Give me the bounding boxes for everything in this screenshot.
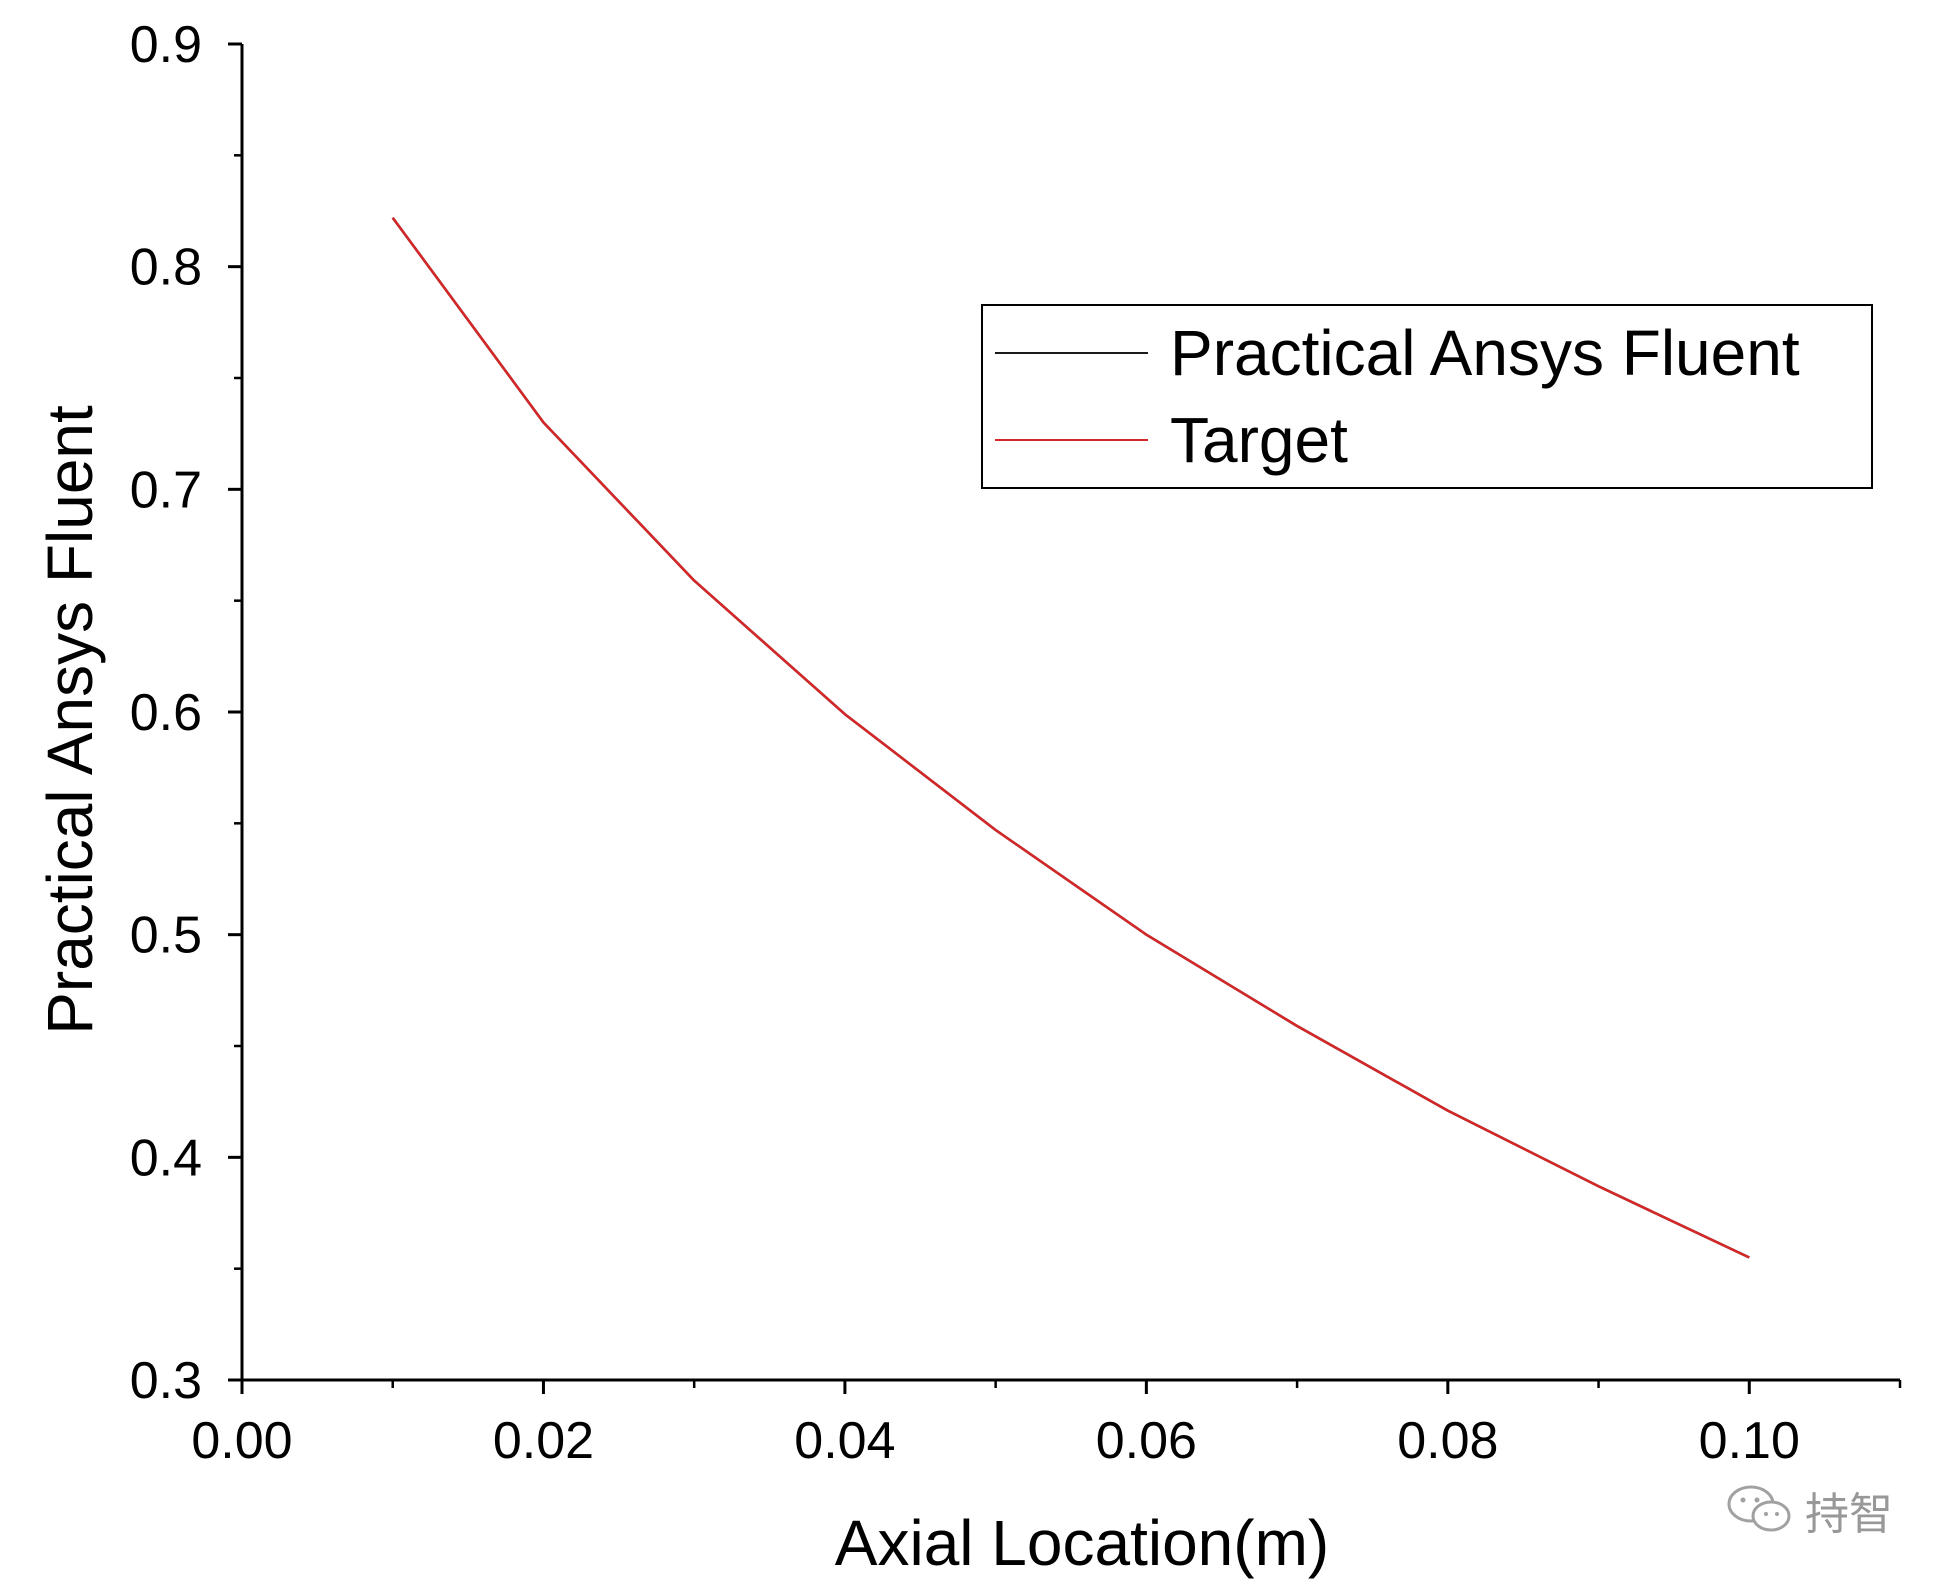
x-tick-label: 0.06 (1096, 1412, 1197, 1470)
x-axis-ticks: 0.00 0.02 0.04 0.06 0.08 0.10 (191, 1380, 1902, 1470)
y-tick-label: 0.8 (130, 239, 202, 297)
y-tick-label: 0.5 (130, 907, 202, 965)
x-tick-label: 0.10 (1699, 1412, 1800, 1470)
watermark: 持智 (1725, 1478, 1893, 1542)
legend-label-target: Target (1170, 404, 1348, 476)
watermark-text: 持智 (1805, 1489, 1893, 1540)
axes (240, 44, 1900, 1382)
x-tick-label: 0.02 (493, 1412, 594, 1470)
y-tick-label: 0.7 (130, 461, 202, 519)
series-line-target (391, 216, 1750, 1259)
y-tick-label: 0.4 (130, 1129, 202, 1187)
x-axis-title: Axial Location(m) (835, 1507, 1329, 1579)
x-tick-label: 0.04 (794, 1412, 895, 1470)
legend-label-practical-ansys-fluent: Practical Ansys Fluent (1170, 317, 1800, 389)
legend-box (981, 304, 1873, 489)
x-tick-label: 0.00 (191, 1412, 292, 1470)
y-tick-label: 0.3 (130, 1352, 202, 1410)
x-tick-label: 0.08 (1397, 1412, 1498, 1470)
y-axis-ticks: 0.3 0.4 0.5 0.6 0.7 0.8 0.9 (130, 16, 242, 1410)
series-layer (391, 216, 1750, 1259)
legend: Practical Ansys Fluent Target (981, 304, 1873, 489)
y-axis-title: Practical Ansys Fluent (34, 405, 106, 1035)
y-tick-label: 0.6 (130, 684, 202, 742)
wechat-icon (1727, 1485, 1791, 1532)
y-tick-label: 0.9 (130, 16, 202, 74)
